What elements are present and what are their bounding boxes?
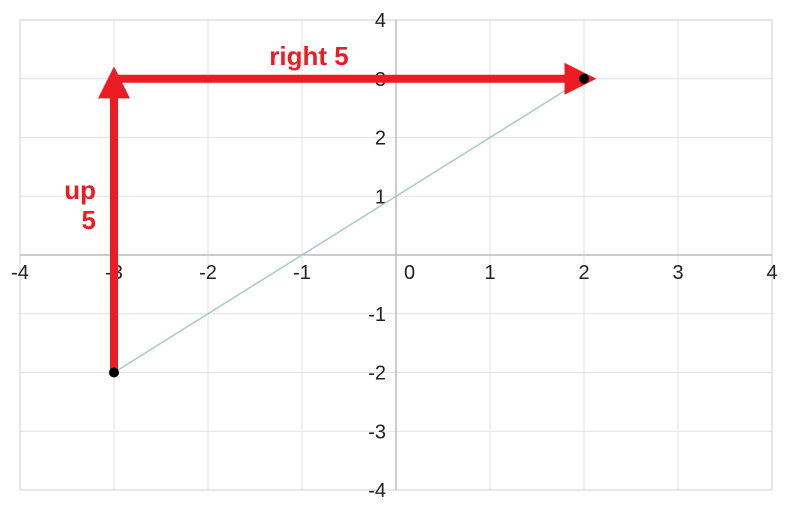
x-tick-label: -4	[11, 262, 29, 284]
slope-chart: -4-3-2-101234-4-3-2-11234up5right 5	[0, 0, 800, 510]
y-tick-label: -2	[368, 363, 386, 385]
y-tick-label: -3	[368, 421, 386, 443]
data-point	[109, 368, 119, 378]
y-tick-label: 4	[375, 10, 386, 32]
y-tick-label: 1	[375, 186, 386, 208]
data-point	[579, 74, 589, 84]
x-tick-label: -1	[293, 262, 311, 284]
x-tick-label: 2	[578, 262, 589, 284]
y-tick-label: 2	[375, 128, 386, 150]
x-tick-label: -2	[199, 262, 217, 284]
y-tick-label: -1	[368, 304, 386, 326]
up-label-line2: 5	[82, 205, 96, 235]
x-tick-label: 1	[484, 262, 495, 284]
x-tick-label: 4	[766, 262, 777, 284]
chart-svg: -4-3-2-101234-4-3-2-11234up5right 5	[0, 0, 800, 510]
x-tick-label: 3	[672, 262, 683, 284]
x-tick-label: 0	[404, 262, 415, 284]
right-label: right 5	[269, 41, 348, 71]
y-tick-label: -4	[368, 480, 386, 502]
up-label-line1: up	[64, 175, 96, 205]
